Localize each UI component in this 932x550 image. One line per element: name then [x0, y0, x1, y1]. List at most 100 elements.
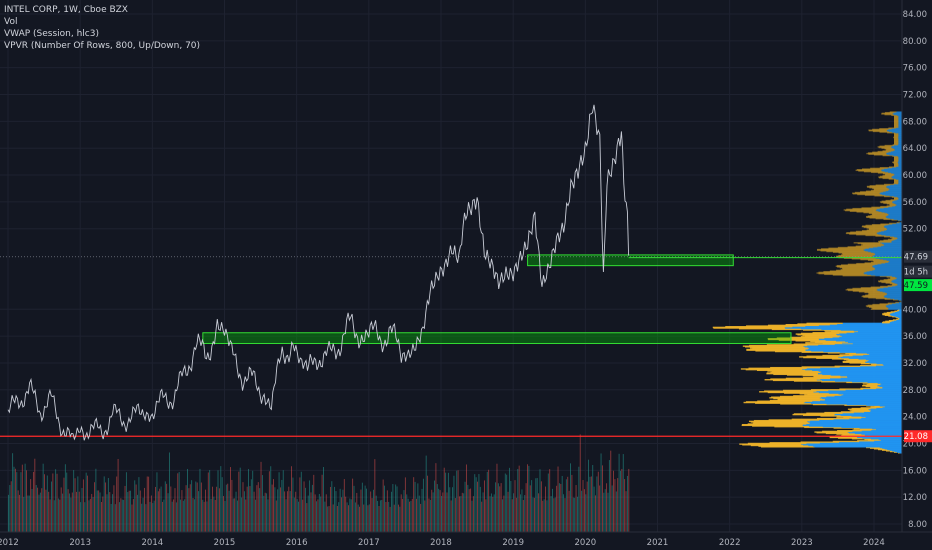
vpvr-down-bar	[894, 310, 898, 312]
volume-bar	[522, 500, 524, 532]
vpvr-down-bar	[861, 226, 884, 228]
volume-bar	[306, 503, 308, 532]
volume-bar	[375, 495, 377, 532]
volume-bar	[346, 502, 348, 532]
volume-bar	[420, 503, 422, 532]
volume-bar	[349, 498, 351, 532]
volume-bar	[274, 487, 276, 532]
legend-vwap[interactable]: VWAP (Session, hlc3)	[4, 29, 99, 39]
vpvr-down-bar	[894, 197, 899, 200]
volume-bar	[270, 466, 272, 532]
volume-bar	[334, 486, 336, 532]
volume-bar	[570, 463, 571, 532]
volume-bar	[300, 471, 302, 532]
volume-bar	[311, 484, 313, 532]
volume-bar	[105, 482, 107, 532]
vpvr-down-bar	[872, 260, 889, 262]
volume-bar	[99, 492, 101, 532]
legend-vpvr[interactable]: VPVR (Number Of Rows, 800, Up/Down, 70)	[4, 41, 201, 51]
volume-bar	[255, 499, 256, 532]
volume-bar	[427, 475, 429, 532]
vpvr-down-bar	[818, 271, 865, 274]
volume-bar	[553, 498, 555, 532]
vpvr-down-bar	[861, 230, 884, 232]
time-tick-label: 2022	[719, 538, 741, 548]
vpvr-down-bar	[890, 277, 897, 279]
vpvr-down-bar	[885, 173, 895, 176]
vpvr-down-bar	[874, 188, 890, 190]
volume-bar	[100, 501, 102, 532]
volume-bar	[411, 498, 413, 532]
volume-bar	[328, 506, 330, 532]
vpvr-down-bar	[871, 206, 889, 208]
volume-bar	[14, 468, 16, 532]
volume-bar	[28, 495, 30, 532]
volume-bar	[289, 491, 291, 532]
volume-bar	[391, 491, 392, 532]
volume-bar	[102, 496, 104, 532]
vpvr-down-bar	[882, 154, 894, 157]
vpvr-down-bar	[881, 112, 893, 115]
vpvr-down-bar	[855, 245, 882, 247]
vpvr-down-bar	[850, 231, 879, 233]
vpvr-down-bar	[869, 217, 888, 219]
vpvr-down-bar	[883, 218, 894, 221]
volume-bar	[309, 480, 311, 532]
vpvr-down-bar	[810, 389, 846, 391]
vpvr-down-bar	[894, 165, 899, 168]
volume-bar	[321, 474, 323, 532]
volume-bar	[571, 474, 573, 532]
vpvr-down-bar	[878, 280, 892, 282]
vpvr-down-bar	[878, 146, 892, 149]
vpvr-down-bar	[852, 287, 880, 290]
volume-bar	[418, 495, 420, 532]
vpvr-down-bar	[894, 135, 899, 137]
volume-bar	[227, 483, 229, 532]
volume-bar	[292, 477, 294, 532]
legend-symbol-title[interactable]: INTEL CORP, 1W, Cboe BZX	[4, 5, 128, 15]
volume-bar	[303, 481, 305, 532]
volume-bar	[249, 486, 251, 532]
vpvr-down-bar	[894, 119, 899, 121]
volume-bar	[84, 502, 86, 532]
vpvr-down-bar	[868, 228, 888, 230]
volume-bar	[9, 485, 11, 532]
vpvr-down-bar	[865, 305, 886, 307]
vpvr-down-bar	[879, 201, 893, 203]
vpvr-down-bar	[842, 253, 876, 255]
volume-bar	[546, 500, 548, 532]
volume-bar	[37, 487, 39, 532]
vpvr-down-bar	[870, 308, 888, 310]
time-tick-label: 2023	[791, 538, 813, 548]
vpvr-down-bar	[864, 262, 886, 264]
volume-bar	[145, 504, 147, 532]
vpvr-down-bar	[846, 232, 877, 234]
price-tick-label: 76.00	[903, 64, 927, 74]
green-price-badge: 47.59	[904, 281, 928, 291]
vpvr-down-bar	[852, 290, 880, 292]
volume-bar	[538, 493, 540, 532]
vpvr-down-bar	[884, 183, 894, 186]
volume-bar	[539, 469, 541, 532]
vpvr-down-bar	[867, 152, 887, 154]
volume-bar	[396, 486, 398, 532]
vpvr-down-bar	[865, 224, 886, 227]
vpvr-down-bar	[863, 170, 885, 173]
vpvr-down-bar	[894, 116, 899, 119]
volume-bar	[342, 489, 344, 532]
volume-bar	[246, 486, 248, 532]
price-series-line	[7, 104, 630, 441]
vpvr-down-bar	[856, 262, 882, 265]
volume-bar	[372, 489, 374, 532]
volume-bar	[139, 490, 141, 532]
volume-bar	[460, 496, 462, 532]
vpvr-down-bar	[860, 287, 884, 289]
vpvr-down-bar	[845, 209, 877, 212]
vpvr-down-bar	[897, 309, 899, 312]
vpvr-down-bar	[884, 174, 895, 176]
legend-volume[interactable]: Vol	[4, 17, 18, 27]
volume-bar	[32, 471, 34, 532]
vpvr-down-bar	[867, 293, 887, 296]
volume-bar	[350, 499, 352, 532]
volume-bar	[148, 476, 150, 532]
